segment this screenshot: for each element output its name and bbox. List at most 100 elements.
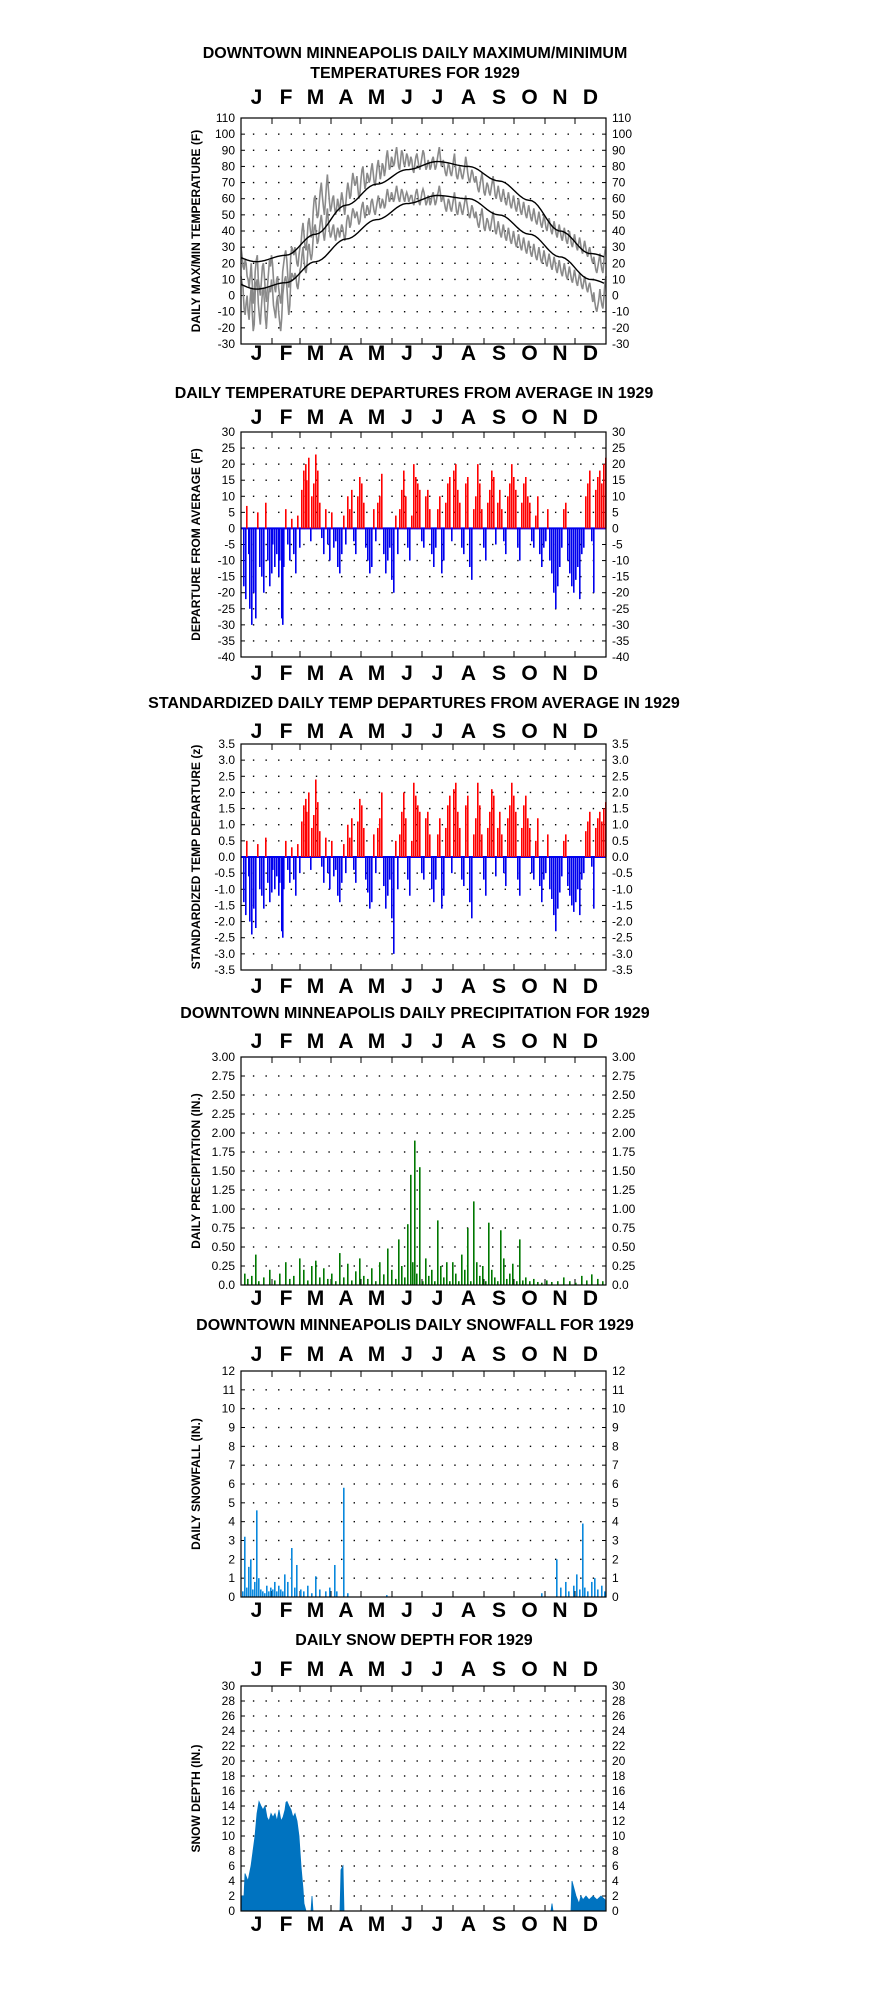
negative-departure-bar xyxy=(431,528,433,555)
y-tick-label-left: 1.75 xyxy=(212,1145,236,1159)
y-tick-label-left: 6 xyxy=(228,1859,235,1873)
negative-departure-bar xyxy=(389,528,391,548)
y-tick-label-left: -35 xyxy=(218,634,236,648)
y-axis-label: SNOW DEPTH (IN.) xyxy=(189,1745,203,1853)
precipitation-bar xyxy=(247,1278,249,1285)
positive-departure-bar xyxy=(487,502,489,529)
negative-departure-bar xyxy=(345,528,347,545)
precipitation-bar xyxy=(494,1277,496,1285)
negative-departure-bar xyxy=(333,857,335,877)
negative-departure-bar xyxy=(269,857,271,903)
positive-departure-bar xyxy=(599,470,601,529)
negative-departure-bar xyxy=(283,857,285,890)
positive-departure-bar xyxy=(427,811,429,857)
precipitation-bar xyxy=(299,1258,301,1285)
positive-departure-bar xyxy=(415,477,417,529)
precipitation-bar xyxy=(525,1277,527,1285)
precipitation-bar xyxy=(541,1282,543,1285)
precipitation-bar xyxy=(591,1274,593,1285)
y-tick-label-left: -10 xyxy=(218,554,236,568)
month-label-top: D xyxy=(583,1030,598,1053)
positive-departure-bar xyxy=(311,496,313,529)
y-tick-label-left: 25 xyxy=(222,441,236,455)
negative-departure-bar xyxy=(323,857,325,883)
negative-departure-bar xyxy=(471,857,473,919)
y-tick-label-left: 0.75 xyxy=(212,1221,236,1235)
precipitation-bar xyxy=(500,1230,502,1285)
y-tick-label-left: 2.75 xyxy=(212,1069,236,1083)
y-tick-label-left: 16 xyxy=(222,1784,236,1798)
y-tick-label-right: 4 xyxy=(612,1515,619,1529)
positive-departure-bar xyxy=(429,834,431,857)
snowfall-bar xyxy=(256,1510,258,1597)
positive-departure-bar xyxy=(465,805,467,857)
month-label-top: A xyxy=(461,406,476,429)
negative-departure-bar xyxy=(293,528,295,555)
y-tick-label-right: -20 xyxy=(612,586,630,600)
month-label-top: A xyxy=(338,1343,353,1366)
y-tick-label-left: -3.5 xyxy=(214,963,235,977)
snowfall-bar xyxy=(582,1523,584,1597)
negative-departure-bar xyxy=(278,857,280,896)
precipitation-bar xyxy=(522,1280,524,1285)
negative-departure-bar xyxy=(421,857,423,874)
snowfall-bar xyxy=(386,1595,388,1597)
snowfall-bar xyxy=(329,1587,331,1597)
precipitation-bar xyxy=(331,1273,333,1285)
y-tick-label-left: -20 xyxy=(218,321,236,335)
y-tick-label-right: -35 xyxy=(612,634,630,648)
y-tick-label-left: -3.0 xyxy=(214,947,235,961)
positive-departure-bar xyxy=(297,515,299,529)
positive-departure-bar xyxy=(509,805,511,857)
negative-departure-bar xyxy=(295,528,297,574)
month-label-top: J xyxy=(401,1658,413,1681)
y-tick-label-left: -1.0 xyxy=(214,882,235,896)
negative-departure-bar xyxy=(339,528,341,574)
positive-departure-bar xyxy=(257,512,259,529)
y-tick-label-right: 5 xyxy=(612,505,619,519)
month-label-bottom: A xyxy=(461,1913,476,1936)
negative-departure-bar xyxy=(573,528,575,593)
negative-departure-bar xyxy=(421,528,423,542)
month-label-bottom: J xyxy=(401,1599,413,1622)
negative-departure-bar xyxy=(274,857,276,890)
precipitation-bar xyxy=(506,1278,508,1285)
chart-precip: DOWNTOWN MINNEAPOLIS DAILY PRECIPITATION… xyxy=(180,1005,649,1310)
precipitation-bar xyxy=(529,1281,531,1285)
positive-departure-bar xyxy=(595,489,597,529)
negative-departure-bar xyxy=(409,857,411,896)
month-label-bottom: M xyxy=(307,1913,325,1936)
negative-departure-bar xyxy=(485,528,487,561)
chart-title: STANDARDIZED DAILY TEMP DEPARTURES FROM … xyxy=(148,695,680,712)
y-tick-label-right: 7 xyxy=(612,1458,619,1472)
positive-departure-bar xyxy=(523,805,525,857)
precipitation-bar xyxy=(602,1281,604,1285)
positive-departure-bar xyxy=(589,811,591,857)
y-tick-label-left: 1.25 xyxy=(212,1183,236,1197)
positive-departure-bar xyxy=(301,489,303,529)
positive-departure-bar xyxy=(489,489,491,529)
positive-departure-bar xyxy=(377,827,379,857)
month-label-bottom: M xyxy=(368,1599,386,1622)
month-label-top: N xyxy=(552,1343,567,1366)
month-label-bottom: S xyxy=(492,1599,506,1622)
precipitation-bar xyxy=(263,1277,265,1285)
grid-dots xyxy=(252,759,595,955)
y-tick-label-left: 0.25 xyxy=(212,1259,236,1273)
snowfall-bar xyxy=(250,1559,252,1597)
y-tick-label-right: 14 xyxy=(612,1799,626,1813)
y-tick-label-left: 5 xyxy=(228,1496,235,1510)
y-tick-label-left: 20 xyxy=(222,256,236,270)
snowfall-bar xyxy=(274,1581,276,1597)
month-label-bottom: D xyxy=(583,975,598,998)
precipitation-bar xyxy=(383,1274,385,1285)
month-label-top: N xyxy=(552,86,567,109)
positive-departure-bar xyxy=(527,818,529,857)
negative-departure-bar xyxy=(593,528,595,593)
y-tick-label-left: 3 xyxy=(228,1534,235,1548)
y-tick-label-right: -3.5 xyxy=(612,963,633,977)
negative-departure-bar xyxy=(255,528,257,619)
negative-departure-bar xyxy=(393,528,395,593)
negative-departure-bar xyxy=(329,528,331,561)
negative-departure-bar xyxy=(407,528,409,548)
